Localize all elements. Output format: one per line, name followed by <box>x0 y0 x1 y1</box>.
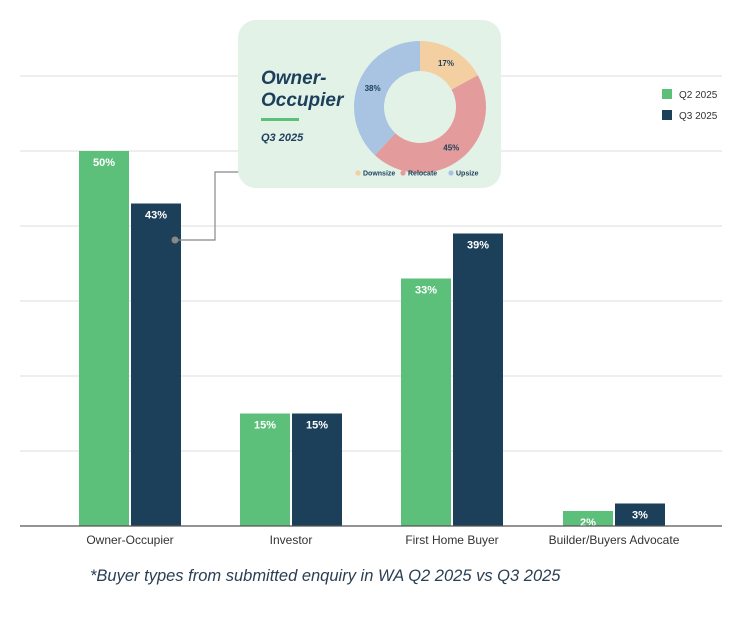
bar-q3-1 <box>292 413 342 526</box>
donut-legend-dot-upsize <box>448 170 454 176</box>
bar-q2-1 <box>240 413 290 526</box>
bar-label-q2-3: 2% <box>580 517 596 529</box>
legend-label-q2: Q2 2025 <box>679 90 718 101</box>
donut-slice-upsize <box>354 41 420 156</box>
bar-label-q3-0: 43% <box>145 210 167 222</box>
bar-q3-0 <box>131 203 181 526</box>
bar-label-q2-2: 33% <box>415 285 437 297</box>
bar-q3-2 <box>453 233 503 526</box>
donut-slice-downsize <box>420 41 478 90</box>
donut-legend-dot-relocate <box>400 170 406 176</box>
donut-slice-relocate <box>374 75 486 174</box>
inset-title: Owner-Occupier <box>261 68 344 111</box>
category-label-0: Owner-Occupier <box>86 533 173 547</box>
legend-swatch-q3 <box>662 110 672 120</box>
bars: 50% 15% 33% 2% 43% 15% 39% 3% <box>79 151 665 529</box>
bar-label-q2-0: 50% <box>93 157 115 169</box>
legend: Q2 2025 Q3 2025 <box>662 89 718 122</box>
donut-legend-label-downsize: Downsize <box>363 171 395 178</box>
legend-label-q3: Q3 2025 <box>679 111 718 122</box>
donut-slice-label-relocate: 45% <box>443 143 459 152</box>
bar-q2-3 <box>563 511 613 526</box>
bar-label-q2-1: 15% <box>254 420 276 432</box>
donut-slice-label-upsize: 38% <box>365 84 381 93</box>
donut-chart: 17% 45% 38% Downsize Relocate Upsize <box>354 41 486 178</box>
bar-label-q3-3: 3% <box>632 510 648 522</box>
donut-slice-label-downsize: 17% <box>438 59 454 68</box>
donut-legend-label-upsize: Upsize <box>456 171 479 178</box>
category-labels: Owner-Occupier Investor First Home Buyer Bu… <box>86 533 679 547</box>
bar-label-q3-2: 39% <box>467 240 489 252</box>
bar-q2-2 <box>401 278 451 526</box>
category-label-3: Builder/Buyers Advocate <box>549 533 680 547</box>
inset-title-underline <box>261 118 299 121</box>
legend-swatch-q2 <box>662 89 672 99</box>
category-label-1: Investor <box>270 533 313 547</box>
connector-line <box>175 171 257 241</box>
connector-start-dot <box>171 236 179 244</box>
bar-q2-0 <box>79 151 129 526</box>
inset-period: Q3 2025 <box>261 132 304 144</box>
footnote: *Buyer types from submitted enquiry in W… <box>90 567 561 585</box>
bar-label-q3-1: 15% <box>306 420 328 432</box>
bar-q3-3 <box>615 503 665 526</box>
donut-legend-dot-downsize <box>355 170 361 176</box>
donut-legend-label-relocate: Relocate <box>408 171 437 178</box>
owner-occupier-breakdown-panel: Owner-Occupier Q3 2025 17% 45% 38% Downsize… <box>238 20 501 188</box>
category-label-2: First Home Buyer <box>405 533 498 547</box>
